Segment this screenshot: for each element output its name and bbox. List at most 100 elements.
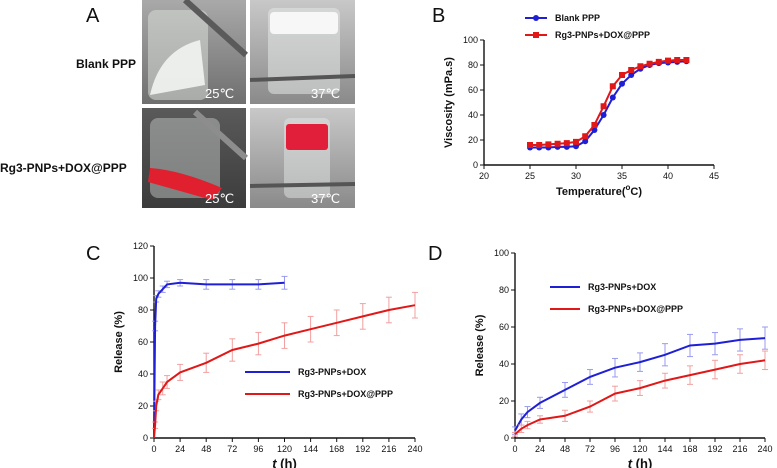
legend-label: Rg3-PNPs+DOX@PPP	[588, 304, 683, 314]
x-tick-label: 72	[227, 444, 237, 454]
legend-label: Rg3-PNPs+DOX@PPP	[298, 389, 393, 399]
x-tick-label: 96	[610, 444, 620, 454]
y-tick-label: 100	[463, 35, 478, 45]
series-line	[514, 359, 766, 436]
y-tick-label: 80	[468, 60, 478, 70]
series-rg3-pnps-dox-ppp	[512, 350, 768, 437]
photo-red-37c: 37℃	[249, 108, 356, 208]
x-tick-label: 30	[571, 171, 581, 181]
x-tick-label: 192	[355, 444, 370, 454]
legend-label: Rg3-PNPs+DOX	[588, 282, 656, 292]
series-rg3-pnps-dox	[152, 275, 288, 439]
x-axis-title-unit: (h)	[277, 456, 297, 468]
x-tick-label: 144	[303, 444, 318, 454]
panel-a-letter: A	[86, 5, 100, 27]
x-tick-label: 40	[663, 171, 673, 181]
x-tick-label: 120	[632, 444, 647, 454]
data-point	[628, 67, 635, 73]
white-gel-shape	[150, 40, 205, 95]
x-tick-label: 240	[757, 444, 772, 454]
panel-d-letter: D	[428, 243, 442, 265]
tweezers-icon	[182, 0, 249, 58]
x-axis-title-main: Temperature(	[556, 186, 626, 198]
y-tick-label: 20	[468, 135, 478, 145]
legend-label: Rg3-PNPs+DOX	[298, 367, 366, 377]
panel-a: A Blank PPP Rg3-PNPs+DOX@PPP 25℃ 37℃ 25℃	[0, 0, 356, 208]
y-tick-label: 120	[133, 241, 148, 251]
data-point	[591, 127, 598, 133]
row-label-rg3-ppp: Rg3-PNPs+DOX@PPP	[0, 161, 127, 175]
y-tick-label: 80	[499, 285, 509, 295]
x-tick-label: 20	[479, 171, 489, 181]
row-label-blank-ppp: Blank PPP	[76, 57, 136, 71]
y-tick-label: 20	[138, 401, 148, 411]
y-axis-title: Release (%)	[474, 314, 486, 376]
data-point	[536, 142, 543, 148]
x-tick-label: 216	[732, 444, 747, 454]
x-tick-label: 48	[201, 444, 211, 454]
data-point	[619, 80, 625, 87]
data-point	[665, 57, 671, 64]
x-tick-label: 0	[151, 444, 156, 454]
y-tick-label: 80	[138, 305, 148, 315]
x-axis-title-var: t	[628, 456, 633, 468]
y-tick-label: 0	[473, 160, 478, 170]
x-tick-label: 48	[560, 444, 570, 454]
data-point	[591, 122, 598, 128]
white-gel-shape	[270, 12, 338, 34]
temp-label-blank-25: 25℃	[205, 86, 234, 101]
data-point	[527, 142, 533, 148]
y-tick-label: 40	[499, 359, 509, 369]
x-tick-label: 0	[512, 444, 517, 454]
data-point	[683, 57, 690, 63]
series-line	[530, 59, 687, 146]
data-point	[609, 94, 616, 101]
tweezers-icon	[192, 109, 249, 161]
x-tick-label: 168	[682, 444, 697, 454]
x-axis-title-var: t	[272, 456, 277, 468]
y-axis-title: Release (%)	[113, 311, 125, 373]
x-axis-title-unit: (h)	[632, 456, 652, 468]
temp-label-blank-37: 37℃	[311, 86, 340, 101]
series-rg3-pnps-dox-ppp	[152, 291, 418, 439]
x-axis-title: Temperature(oC)	[556, 183, 642, 198]
photo-blank-37c: 37℃	[249, 0, 356, 104]
x-tick-label: 35	[617, 171, 627, 181]
y-tick-label: 60	[138, 337, 148, 347]
data-point	[619, 72, 625, 78]
legend-label: Blank PPP	[555, 13, 600, 23]
x-tick-label: 216	[381, 444, 396, 454]
temp-label-red-25: 25℃	[205, 191, 234, 206]
data-point	[674, 57, 681, 63]
series-line	[153, 281, 285, 439]
red-gel-shape	[286, 124, 328, 150]
y-tick-label: 40	[468, 110, 478, 120]
x-tick-label: 168	[329, 444, 344, 454]
panel-c-letter: C	[86, 243, 100, 265]
data-point	[582, 138, 589, 145]
x-axis-title-sup: o	[625, 183, 630, 192]
x-tick-label: 144	[657, 444, 672, 454]
panel-c-chart: C 0 20 40 60 80 100 120 0 24 48 72 96 120 144 168 192 21…	[86, 241, 423, 468]
series-line	[530, 60, 687, 149]
y-tick-label: 100	[494, 248, 509, 258]
red-gel-shape	[148, 168, 222, 200]
x-tick-label: 240	[407, 444, 422, 454]
series-blank-ppp	[527, 58, 690, 151]
data-point	[655, 58, 662, 65]
data-point	[545, 141, 552, 148]
legend-label: Rg3-PNPs+DOX@PPP	[555, 30, 650, 40]
y-tick-label: 0	[143, 433, 148, 443]
temp-label-red-37: 37℃	[311, 191, 340, 206]
series-rg3-pnps-dox	[512, 326, 768, 435]
x-tick-label: 25	[525, 171, 535, 181]
x-tick-label: 192	[707, 444, 722, 454]
panel-b-letter: B	[432, 5, 445, 27]
x-axis-title: t (h)	[628, 456, 653, 468]
data-point	[628, 72, 635, 78]
data-point	[554, 140, 561, 147]
tweezers-icon	[249, 182, 356, 188]
data-point	[646, 60, 653, 67]
